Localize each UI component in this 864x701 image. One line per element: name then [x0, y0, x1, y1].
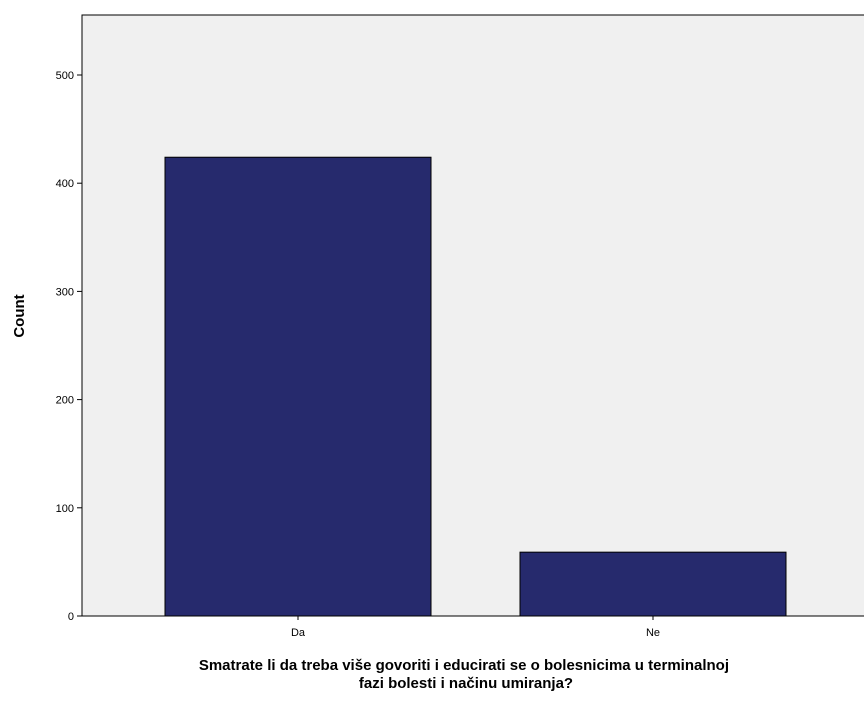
bar-da [164, 156, 432, 617]
bar-ne [519, 551, 787, 617]
y-tick-label: 100 [56, 503, 74, 515]
y-tick-label: 500 [56, 70, 74, 82]
y-tick-label: 200 [56, 395, 74, 407]
x-axis-title: Smatrate li da treba više govoriti i edu… [199, 657, 733, 692]
y-tick-label: 300 [56, 286, 74, 298]
x-axis-title-line-1: Smatrate li da treba više govoriti i edu… [199, 657, 729, 674]
x-axis-title-line-2: fazi bolesti i načinu umiranja? [359, 675, 573, 692]
x-tick-label: Ne [646, 627, 660, 639]
y-tick-label: 400 [56, 178, 74, 190]
y-axis-title: Count [11, 294, 28, 337]
y-ticks-layer: 0 100 200 300 400 500 [56, 70, 82, 623]
x-tick-label: Da [291, 627, 306, 639]
x-ticks-layer: Da Ne [291, 616, 660, 639]
y-tick-label: 0 [68, 611, 74, 623]
